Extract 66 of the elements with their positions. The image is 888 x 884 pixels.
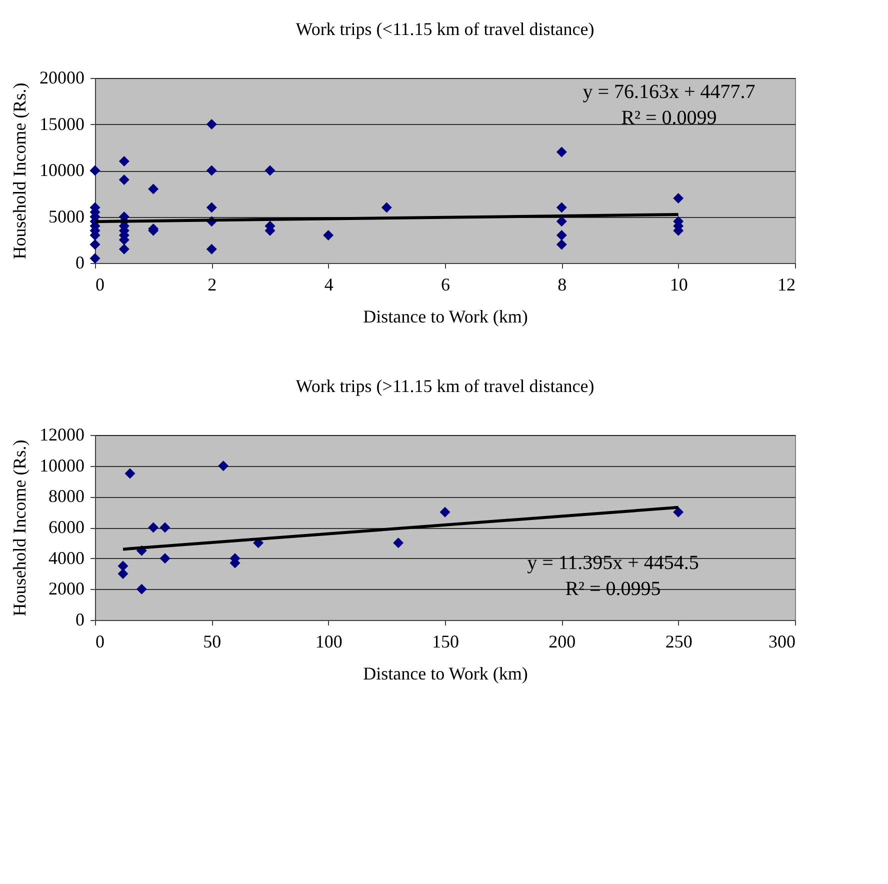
y-tick-label: 5000 [48, 206, 84, 226]
x-tick-label: 6 [441, 274, 450, 294]
x-tick-label: 2 [208, 274, 217, 294]
point [118, 174, 130, 185]
point [124, 468, 136, 479]
annotation: y = 76.163x + 4477.7 [582, 81, 756, 103]
point [206, 165, 217, 176]
y-tick-label: 10000 [40, 455, 84, 476]
point [90, 239, 100, 250]
y-tick-label: 10000 [40, 160, 84, 180]
point [440, 506, 450, 518]
y-tick-label: 0 [76, 610, 84, 630]
y-axis-title: Household Income (Rs.) [10, 82, 30, 260]
y-tick-label: 15000 [40, 114, 84, 134]
point [206, 244, 217, 254]
chart-title: Work trips (<11.15 km of travel distance) [296, 19, 594, 39]
point [673, 193, 684, 204]
x-tick-label: 100 [315, 632, 342, 652]
point [393, 538, 404, 548]
point [206, 202, 217, 213]
annotation: R² = 0.0099 [621, 107, 717, 129]
point [264, 165, 276, 176]
y-tick-label: 8000 [48, 486, 84, 506]
point [118, 568, 128, 579]
y-tick-label: 0 [76, 252, 84, 272]
point [90, 253, 100, 264]
x-tick-label: 4 [324, 274, 334, 294]
x-tick-label: 50 [203, 632, 222, 652]
y-tick-label: 4000 [48, 548, 84, 568]
point [556, 202, 567, 213]
point [90, 165, 100, 176]
point [118, 244, 130, 254]
y-axis-title: Household Income (Rs.) [10, 440, 30, 616]
x-axis-title: Distance to Work (km) [363, 664, 528, 684]
point [118, 156, 130, 166]
point [206, 119, 217, 130]
y-tick-label: 20000 [40, 68, 84, 88]
x-tick-label: 250 [665, 632, 692, 652]
x-tick-label: 10 [670, 274, 688, 294]
chart-title: Work trips (>11.15 km of travel distance) [296, 376, 594, 396]
point [160, 522, 170, 533]
point [556, 216, 567, 227]
x-tick-label: 0 [96, 274, 104, 294]
point [118, 560, 128, 572]
y-tick-label: 2000 [48, 578, 84, 599]
x-tick-label: 12 [778, 274, 796, 294]
point [556, 239, 567, 250]
x-tick-label: 200 [548, 632, 576, 652]
x-tick-label: 0 [96, 632, 104, 652]
point [381, 202, 392, 213]
point [218, 460, 229, 472]
y-tick-label: 6000 [48, 517, 84, 537]
point [323, 230, 334, 240]
x-tick-label: 150 [432, 632, 459, 652]
point [148, 184, 159, 194]
point [136, 584, 147, 594]
point [148, 522, 159, 533]
point [556, 230, 567, 240]
point [160, 553, 170, 564]
point [556, 146, 567, 158]
annotation: y = 11.395x + 4454.5 [527, 552, 699, 574]
x-tick-label: 300 [768, 632, 796, 652]
x-axis-title: Distance to Work (km) [363, 306, 528, 326]
x-tick-label: 8 [558, 274, 567, 294]
y-tick-label: 12000 [40, 424, 84, 444]
point [673, 506, 684, 518]
